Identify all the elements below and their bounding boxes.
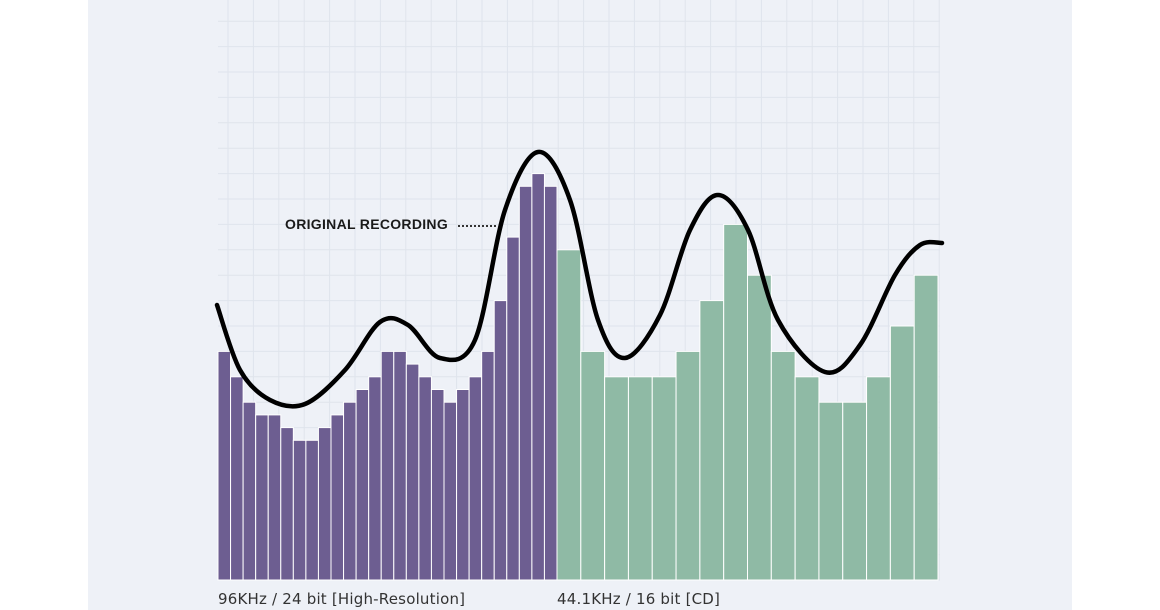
high-resolution-bar — [292, 439, 307, 581]
high-resolution-bar — [518, 185, 533, 581]
cd-bar — [889, 325, 915, 581]
cd-bar — [556, 249, 582, 581]
high-resolution-bar — [393, 350, 407, 581]
original-recording-curve — [214, 149, 945, 409]
cd-bar — [627, 376, 653, 581]
high-resolution-bar — [543, 185, 558, 581]
high-resolution-bar — [230, 376, 244, 581]
high-resolution-bar — [430, 389, 445, 581]
high-resolution-bar — [368, 376, 382, 581]
high-resolution-bar — [255, 414, 269, 581]
high-resolution-bar — [217, 350, 232, 581]
high-resolution-bar — [380, 350, 395, 581]
cd-bar — [866, 376, 891, 581]
high-resolution-bar — [330, 414, 345, 581]
cd-bar — [580, 350, 606, 581]
high-resolution-bar — [506, 236, 520, 581]
high-resolution-bar — [405, 363, 420, 581]
cd-bar — [604, 376, 629, 581]
cd-bars — [556, 223, 939, 581]
cd-bar — [794, 376, 820, 581]
high-resolution-bar — [317, 427, 332, 581]
cd-axis-label: 44.1KHz / 16 bit [CD] — [557, 590, 721, 608]
high-resolution-bar — [456, 389, 470, 581]
high-resolution-bar — [493, 300, 508, 581]
cd-bar — [913, 274, 939, 581]
high-resolution-bar — [280, 427, 294, 581]
high-resolution-bar — [355, 389, 370, 581]
cd-bar — [723, 223, 749, 581]
cd-bar — [842, 401, 868, 581]
high-resolution-bars — [217, 173, 558, 581]
original-recording-label: ORIGINAL RECORDING — [285, 216, 449, 232]
original-recording-leader-line — [458, 225, 496, 227]
high-resolution-bar — [267, 414, 282, 581]
high-resolution-bar — [531, 173, 545, 581]
high-resolution-bar — [481, 350, 495, 581]
high-resolution-bar — [468, 376, 483, 581]
cd-bar — [747, 274, 772, 581]
high-resolution-bar — [443, 401, 458, 581]
cd-bar — [770, 350, 796, 581]
high-resolution-bar — [242, 401, 257, 581]
cd-bar — [818, 401, 844, 581]
high-resolution-bar — [343, 401, 357, 581]
cd-bar — [651, 376, 677, 581]
cd-bar — [675, 350, 701, 581]
cd-bar — [699, 300, 725, 581]
high-resolution-bar — [305, 439, 319, 581]
high-resolution-bar — [418, 376, 432, 581]
high-resolution-axis-label: 96KHz / 24 bit [High-Resolution] — [218, 590, 466, 608]
